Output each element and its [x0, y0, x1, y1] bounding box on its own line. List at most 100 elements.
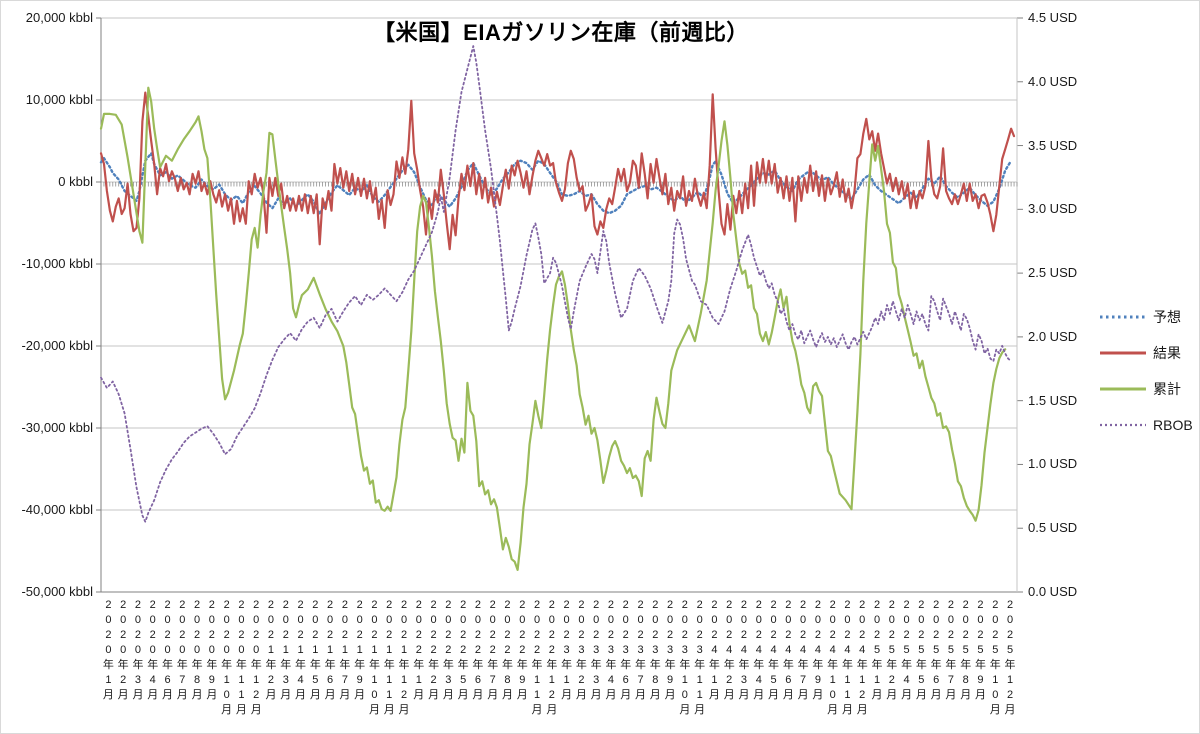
x-axis-label: 2 0 2 0 年 1 1 月 — [235, 599, 247, 716]
x-axis-label: 2 0 2 3 年 8 月 — [649, 599, 661, 701]
x-axis-label: 2 0 2 2 年 3 月 — [442, 599, 454, 701]
x-axis-label: 2 0 2 1 年 4 月 — [295, 599, 307, 701]
x-axis-label: 2 0 2 5 年 9 月 — [974, 599, 986, 701]
x-axis-label: 2 0 2 0 年 4 月 — [147, 599, 159, 701]
x-axis-label: 2 0 2 5 年 7 月 — [945, 599, 957, 701]
x-axis-label: 2 0 2 5 年 5 月 — [915, 599, 927, 701]
x-axis-label: 2 0 2 3 年 1 月 — [561, 599, 573, 701]
x-axis-label: 2 0 2 0 年 1 0 月 — [221, 599, 233, 716]
x-axis-label: 2 0 2 3 年 6 月 — [620, 599, 632, 701]
x-axis-label: 2 0 2 5 年 2 月 — [886, 599, 898, 701]
x-axis-label: 2 0 2 4 年 2 月 — [723, 599, 735, 701]
y-axis-right-tick-label: 2.5 USD — [1028, 265, 1078, 281]
forecast-line-icon — [1100, 315, 1146, 319]
x-axis-label: 2 0 2 2 年 1 1 月 — [531, 599, 543, 716]
x-axis-label: 2 0 2 4 年 4 月 — [753, 599, 765, 701]
legend-label: RBOB — [1153, 417, 1193, 433]
x-axis-label: 2 0 2 0 年 9 月 — [206, 599, 218, 701]
x-axis-label: 2 0 2 4 年 1 月 — [708, 599, 720, 701]
x-axis-label: 2 0 2 1 年 6 月 — [324, 599, 336, 701]
x-axis-label: 2 0 2 2 年 9 月 — [516, 599, 528, 701]
x-axis-label: 2 0 2 0 年 2 月 — [117, 599, 129, 701]
y-axis-right-tick-label: 4.5 USD — [1028, 10, 1078, 25]
legend-item-result: 結果 — [1099, 335, 1199, 371]
x-axis-label: 2 0 2 2 年 6 月 — [472, 599, 484, 701]
x-axis-label: 2 0 2 2 年 1 月 — [413, 599, 425, 701]
y-axis-left-tick-label: -20,000 kbbl — [21, 338, 93, 353]
y-axis-right-tick-label: 3.5 USD — [1028, 137, 1078, 153]
x-axis-label: 2 0 2 1 年 1 1 月 — [383, 599, 395, 716]
x-axis-label: 2 0 2 3 年 7 月 — [635, 599, 647, 701]
y-axis-right-tick-label: 4.0 USD — [1028, 73, 1078, 89]
x-axis-label: 2 0 2 1 年 7 月 — [339, 599, 351, 701]
x-axis-label: 2 0 2 5 年 4 月 — [901, 599, 913, 701]
series-結果 — [99, 91, 1016, 251]
y-axis-right-tick-label: 0.0 USD — [1028, 584, 1078, 599]
x-axis-label: 2 0 2 4 年 3 月 — [738, 599, 750, 701]
x-axis-label: 2 0 2 0 年 8 月 — [191, 599, 203, 701]
y-axis-left-tick-label: -30,000 kbbl — [21, 420, 93, 435]
series-予想 — [99, 152, 1013, 216]
x-axis-label: 2 0 2 3 年 9 月 — [664, 599, 676, 701]
series-RBOB — [100, 45, 1012, 523]
x-axis-label: 2 0 2 4 年 9 月 — [812, 599, 824, 701]
y-axis-right-tick-label: 2.0 USD — [1028, 328, 1078, 344]
x-axis-label: 2 0 2 4 年 6 月 — [782, 599, 794, 701]
legend-label: 結果 — [1153, 345, 1181, 361]
x-axis-label: 2 0 2 2 年 5 月 — [457, 599, 469, 701]
x-axis-label: 2 0 2 1 年 5 月 — [309, 599, 321, 701]
x-axis-label: 2 0 2 3 年 1 0 月 — [679, 599, 691, 716]
legend-item-cumulative: 累計 — [1099, 371, 1199, 407]
x-axis-label: 2 0 2 3 年 2 月 — [575, 599, 587, 701]
y-axis-left-tick-label: 20,000 kbbl — [25, 10, 93, 25]
x-axis-label: 2 0 2 0 年 3 月 — [132, 599, 144, 701]
x-axis-label: 2 0 2 2 年 7 月 — [487, 599, 499, 701]
x-axis-label: 2 0 2 3 年 1 1 月 — [694, 599, 706, 716]
x-axis-label: 2 0 2 0 年 6 月 — [162, 599, 174, 701]
x-axis-label: 2 0 2 0 年 7 月 — [176, 599, 188, 701]
x-axis-label: 2 0 2 2 年 8 月 — [501, 599, 513, 701]
y-axis-right-tick-label: 0.5 USD — [1028, 520, 1078, 536]
result-line-icon — [1100, 351, 1146, 355]
x-axis-label: 2 0 2 4 年 7 月 — [797, 599, 809, 701]
legend-label: 予想 — [1153, 309, 1181, 325]
x-axis-label: 2 0 2 2 年 2 月 — [428, 599, 440, 701]
legend: 予想 結果 累計 RBOB — [1099, 299, 1199, 443]
y-axis-right-tick-label: 3.0 USD — [1028, 201, 1078, 217]
x-axis-label: 2 0 2 4 年 1 2 月 — [856, 599, 868, 716]
series-累計 — [99, 86, 1007, 571]
legend-item-forecast: 予想 — [1099, 299, 1199, 335]
y-axis-left-tick-label: -50,000 kbbl — [21, 584, 93, 599]
x-axis-label: 2 0 2 3 年 3 月 — [590, 599, 602, 701]
y-axis-right-tick-label: 1.5 USD — [1028, 392, 1078, 408]
x-axis-label: 2 0 2 1 年 2 月 — [265, 599, 277, 701]
x-axis-label: 2 0 2 2 年 1 2 月 — [546, 599, 558, 716]
y-axis-left-tick-label: -10,000 kbbl — [21, 256, 93, 271]
x-axis-label: 2 0 2 5 年 8 月 — [960, 599, 972, 701]
x-axis-label: 2 0 2 3 年 4 月 — [605, 599, 617, 701]
x-axis-label: 2 0 2 1 年 9 月 — [354, 599, 366, 701]
x-axis-label: 2 0 2 5 年 1 2 月 — [1004, 599, 1016, 716]
x-axis-label: 2 0 2 1 年 3 月 — [280, 599, 292, 701]
x-axis-label: 2 0 2 0 年 1 2 月 — [250, 599, 262, 716]
x-axis-label: 2 0 2 5 年 1 月 — [871, 599, 883, 701]
cumulative-line-icon — [1100, 387, 1146, 391]
x-axis-label: 2 0 2 1 年 1 0 月 — [368, 599, 380, 716]
x-axis-label: 2 0 2 0 年 1 月 — [102, 599, 114, 701]
chart-title: 【米国】EIAガソリン在庫（前週比） — [373, 20, 749, 45]
x-axis-label: 2 0 2 4 年 5 月 — [768, 599, 780, 701]
y-axis-left-tick-label: 10,000 kbbl — [25, 92, 93, 107]
x-axis-label: 2 0 2 1 年 1 2 月 — [398, 599, 410, 716]
rbob-line-icon — [1100, 423, 1146, 427]
y-axis-left-tick-label: -40,000 kbbl — [21, 502, 93, 517]
x-axis-label: 2 0 2 4 年 1 1 月 — [841, 599, 853, 716]
legend-item-rbob: RBOB — [1099, 407, 1199, 443]
y-axis-left-tick-label: 0 kbbl — [58, 174, 93, 189]
x-axis-label: 2 0 2 5 年 1 0 月 — [989, 599, 1001, 716]
legend-label: 累計 — [1153, 381, 1181, 397]
x-axis-label: 2 0 2 4 年 1 0 月 — [827, 599, 839, 716]
x-axis-label: 2 0 2 5 年 6 月 — [930, 599, 942, 701]
